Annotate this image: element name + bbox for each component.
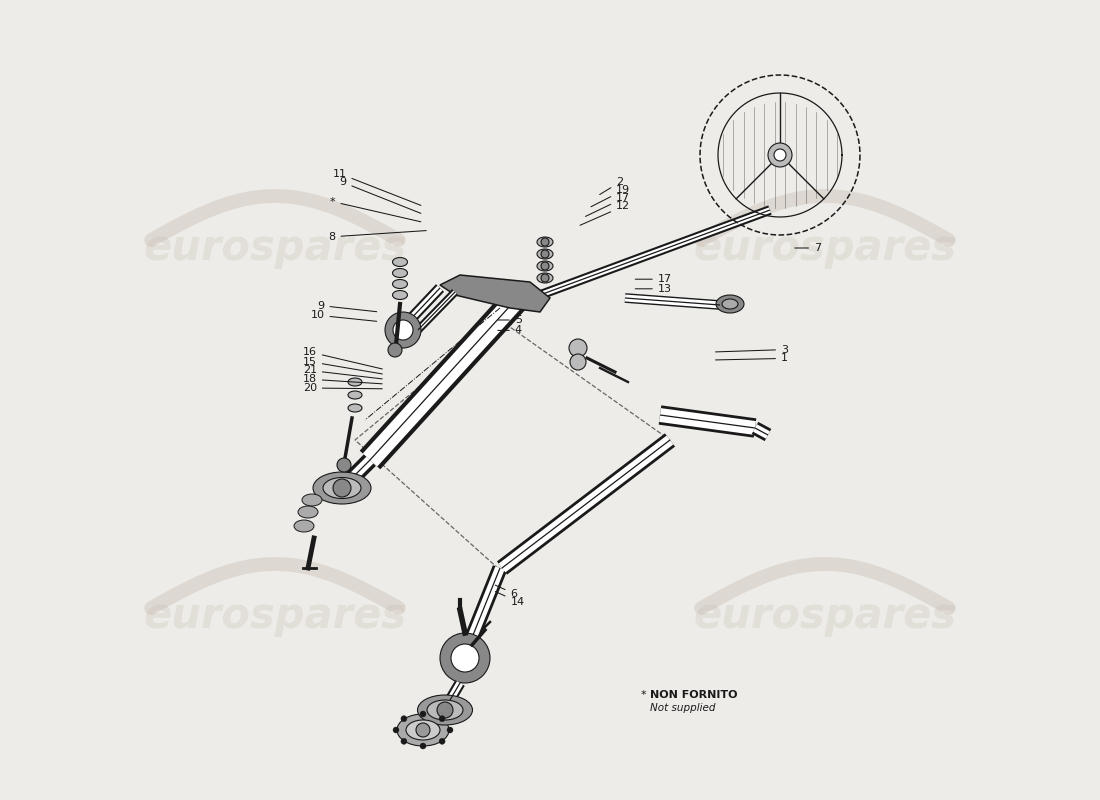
Text: *: * [640, 690, 646, 699]
Ellipse shape [314, 472, 371, 504]
Circle shape [541, 262, 549, 270]
Circle shape [385, 312, 421, 348]
Text: 6: 6 [495, 585, 517, 598]
Ellipse shape [294, 520, 313, 532]
Ellipse shape [323, 478, 361, 498]
Text: 4: 4 [498, 326, 521, 335]
Text: *: * [330, 197, 421, 222]
Ellipse shape [348, 378, 362, 386]
Text: 11: 11 [332, 169, 421, 206]
Circle shape [447, 727, 453, 733]
Circle shape [541, 274, 549, 282]
Circle shape [439, 716, 446, 722]
Ellipse shape [393, 279, 407, 289]
Ellipse shape [397, 714, 449, 746]
Text: 12: 12 [580, 202, 630, 226]
Circle shape [416, 723, 430, 737]
Circle shape [393, 727, 399, 733]
Text: 3: 3 [716, 345, 788, 354]
Text: 15: 15 [302, 357, 383, 374]
Circle shape [541, 250, 549, 258]
Text: NON FORNITO: NON FORNITO [650, 690, 738, 699]
Text: 9: 9 [318, 301, 376, 312]
Circle shape [569, 339, 587, 357]
Text: 1: 1 [716, 354, 788, 363]
Text: 19: 19 [591, 186, 630, 206]
Circle shape [393, 320, 412, 340]
Ellipse shape [537, 237, 553, 247]
Circle shape [774, 149, 786, 161]
Circle shape [440, 633, 490, 683]
Circle shape [437, 702, 453, 718]
Text: 5: 5 [498, 315, 521, 325]
Circle shape [768, 143, 792, 167]
Polygon shape [440, 275, 550, 312]
Circle shape [541, 238, 549, 246]
Ellipse shape [537, 273, 553, 283]
Ellipse shape [393, 269, 407, 278]
Text: Not supplied: Not supplied [650, 702, 716, 713]
Text: eurospares: eurospares [143, 595, 407, 637]
Text: 13: 13 [636, 284, 672, 294]
Ellipse shape [302, 494, 322, 506]
Text: 10: 10 [310, 310, 376, 322]
Ellipse shape [716, 295, 744, 313]
Text: eurospares: eurospares [693, 227, 957, 269]
Text: 16: 16 [302, 347, 383, 369]
Ellipse shape [393, 258, 407, 266]
Text: 14: 14 [495, 591, 525, 606]
Circle shape [439, 738, 446, 744]
Text: eurospares: eurospares [693, 595, 957, 637]
Circle shape [333, 479, 351, 497]
Ellipse shape [393, 290, 407, 299]
Text: 18: 18 [302, 374, 382, 384]
Ellipse shape [298, 506, 318, 518]
Ellipse shape [348, 404, 362, 412]
Circle shape [337, 458, 351, 472]
Text: 8: 8 [329, 230, 426, 242]
Ellipse shape [537, 249, 553, 259]
Text: 17: 17 [636, 274, 672, 284]
Circle shape [388, 343, 401, 357]
Text: 17: 17 [585, 194, 630, 216]
Ellipse shape [537, 261, 553, 271]
Circle shape [400, 716, 407, 722]
Circle shape [420, 743, 426, 749]
Ellipse shape [418, 695, 473, 725]
Text: 2: 2 [600, 178, 623, 194]
Text: 9: 9 [340, 178, 421, 214]
Circle shape [400, 738, 407, 744]
Circle shape [420, 711, 426, 717]
Text: 7: 7 [795, 243, 821, 253]
Ellipse shape [427, 700, 463, 720]
Text: 21: 21 [302, 366, 382, 379]
Text: eurospares: eurospares [143, 227, 407, 269]
Circle shape [570, 354, 586, 370]
Circle shape [451, 644, 478, 672]
Ellipse shape [348, 391, 362, 399]
Ellipse shape [722, 299, 738, 309]
Text: 20: 20 [302, 383, 382, 393]
Ellipse shape [406, 720, 440, 740]
